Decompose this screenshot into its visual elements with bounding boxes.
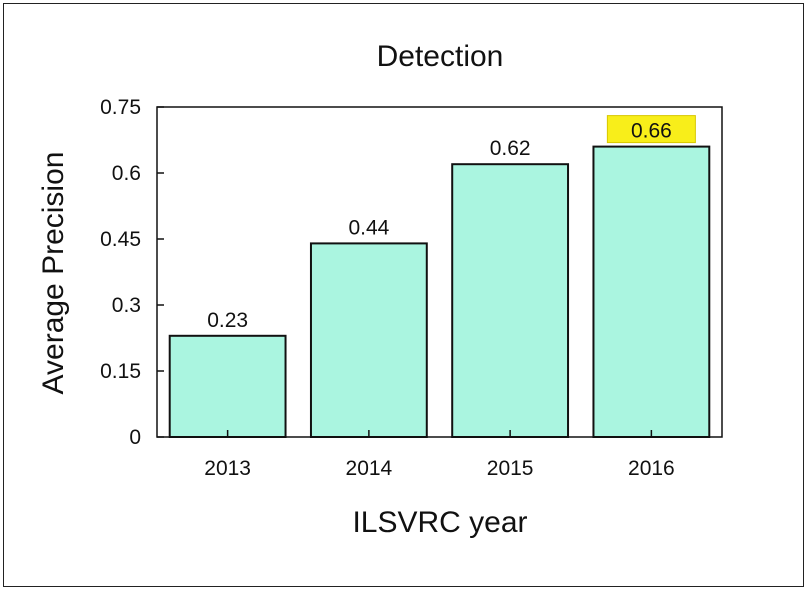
bar-value-label: 0.23 — [207, 309, 248, 332]
chart-title: Detection — [377, 40, 504, 73]
bar-value-label: 0.62 — [490, 137, 531, 160]
plot-area-border — [156, 106, 723, 438]
y-axis-ticks: 0 0.15 0.3 0.45 0.6 0.75 — [100, 96, 164, 449]
x-axis-ticks: 2013 2014 2015 2016 — [204, 430, 675, 480]
x-tick-label: 2013 — [204, 457, 251, 480]
bar-2014 — [309, 242, 428, 438]
bar-2015 — [451, 163, 570, 438]
x-axis-title: ILSVRC year — [352, 506, 527, 539]
bar-2013 — [168, 334, 287, 438]
y-tick-label: 0.6 — [112, 162, 141, 185]
y-axis-title: Average Precision — [37, 152, 70, 395]
x-tick-label: 2016 — [628, 457, 675, 480]
y-tick-label: 0.15 — [100, 360, 141, 383]
bar-value-label: 0.44 — [348, 216, 389, 239]
x-tick-label: 2014 — [346, 457, 393, 480]
y-tick-label: 0.75 — [100, 96, 141, 119]
bar-value-label: 0.66 — [631, 120, 672, 143]
bars-group: 0.23 0.44 0.62 0.66 — [168, 115, 711, 438]
y-tick-label: 0.45 — [100, 228, 141, 251]
bar-2016 — [592, 145, 711, 438]
x-tick-label: 2015 — [487, 457, 534, 480]
y-tick-label: 0.3 — [112, 294, 141, 317]
highlight-box — [606, 115, 696, 144]
y-tick-label: 0 — [129, 426, 141, 449]
